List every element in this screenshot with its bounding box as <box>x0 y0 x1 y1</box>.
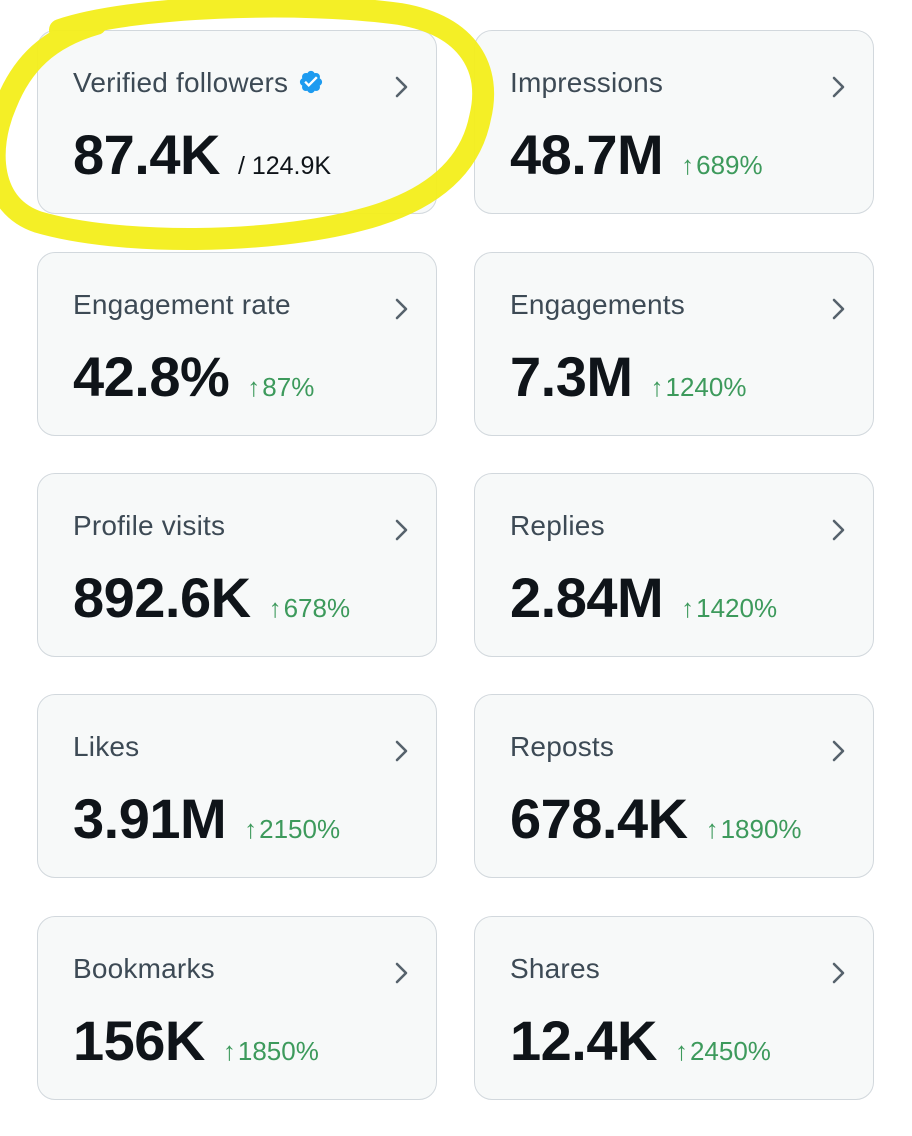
card-value-row: 7.3M ↑1240% <box>510 349 746 405</box>
card-reposts[interactable]: Reposts 678.4K ↑1890% <box>474 694 874 878</box>
card-value-row: 678.4K ↑1890% <box>510 791 802 847</box>
card-profile-visits[interactable]: Profile visits 892.6K ↑678% <box>37 473 437 657</box>
chevron-right-icon[interactable] <box>831 961 847 985</box>
card-delta: ↑678% <box>268 593 351 623</box>
chevron-right-icon[interactable] <box>831 739 847 763</box>
card-label: Replies <box>510 510 605 541</box>
card-value: 3.91M <box>73 787 227 850</box>
card-value: 7.3M <box>510 345 633 408</box>
card-delta: ↑2150% <box>244 814 341 844</box>
card-total: / 124.9K <box>237 152 332 180</box>
card-delta: ↑87% <box>247 372 315 402</box>
card-value-row: 42.8% ↑87% <box>73 349 314 405</box>
card-value-row: 3.91M ↑2150% <box>73 791 340 847</box>
chevron-right-icon[interactable] <box>394 75 410 99</box>
arrow-up-icon: ↑ <box>650 372 664 402</box>
arrow-up-icon: ↑ <box>222 1036 236 1066</box>
card-value: 48.7M <box>510 123 664 186</box>
card-value-row: 48.7M ↑689% <box>510 127 763 183</box>
card-label: Bookmarks <box>73 953 215 984</box>
chevron-right-icon[interactable] <box>394 518 410 542</box>
card-value-row: 892.6K ↑678% <box>73 570 350 626</box>
arrow-up-icon: ↑ <box>681 150 695 180</box>
card-value: 2.84M <box>510 566 664 629</box>
card-label: Impressions <box>510 67 664 98</box>
card-bookmarks[interactable]: Bookmarks 156K ↑1850% <box>37 916 437 1100</box>
card-replies[interactable]: Replies 2.84M ↑1420% <box>474 473 874 657</box>
card-value: 892.6K <box>73 566 251 629</box>
chevron-right-icon[interactable] <box>831 518 847 542</box>
card-label: Reposts <box>510 731 615 762</box>
card-impressions[interactable]: Impressions 48.7M ↑689% <box>474 30 874 214</box>
card-likes[interactable]: Likes 3.91M ↑2150% <box>37 694 437 878</box>
card-value-row: 87.4K/ 124.9K <box>73 127 331 183</box>
card-label: Shares <box>510 953 600 984</box>
chevron-right-icon[interactable] <box>831 75 847 99</box>
card-label: Likes <box>73 731 140 762</box>
card-value: 156K <box>73 1009 205 1072</box>
card-delta: ↑1890% <box>705 814 802 844</box>
card-value: 12.4K <box>510 1009 657 1072</box>
chevron-right-icon[interactable] <box>394 739 410 763</box>
card-verified-followers[interactable]: Verified followers 87.4K/ 124.9K <box>37 30 437 214</box>
card-shares[interactable]: Shares 12.4K ↑2450% <box>474 916 874 1100</box>
arrow-up-icon: ↑ <box>674 1036 688 1066</box>
card-value-row: 2.84M ↑1420% <box>510 570 777 626</box>
card-value-row: 12.4K ↑2450% <box>510 1013 771 1069</box>
card-label: Engagements <box>510 289 685 320</box>
card-value-row: 156K ↑1850% <box>73 1013 319 1069</box>
card-label: Profile visits <box>73 510 226 541</box>
verified-badge-icon <box>300 70 323 94</box>
card-engagements[interactable]: Engagements 7.3M ↑1240% <box>474 252 874 436</box>
card-label: Verified followers <box>73 67 324 99</box>
card-delta: ↑1850% <box>222 1036 319 1066</box>
chevron-right-icon[interactable] <box>394 297 410 321</box>
card-value: 42.8% <box>73 345 230 408</box>
card-delta: ↑689% <box>681 150 763 180</box>
card-label: Engagement rate <box>73 289 291 320</box>
card-engagement-rate[interactable]: Engagement rate 42.8% ↑87% <box>37 252 437 436</box>
card-value: 87.4K <box>73 123 220 186</box>
card-value: 678.4K <box>510 787 688 850</box>
arrow-up-icon: ↑ <box>681 593 695 623</box>
arrow-up-icon: ↑ <box>244 814 258 844</box>
card-delta: ↑2450% <box>674 1036 771 1066</box>
card-delta: ↑1420% <box>681 593 778 623</box>
arrow-up-icon: ↑ <box>705 814 719 844</box>
arrow-up-icon: ↑ <box>247 372 261 402</box>
chevron-right-icon[interactable] <box>831 297 847 321</box>
card-delta: ↑1240% <box>650 372 747 402</box>
chevron-right-icon[interactable] <box>394 961 410 985</box>
arrow-up-icon: ↑ <box>268 593 282 623</box>
